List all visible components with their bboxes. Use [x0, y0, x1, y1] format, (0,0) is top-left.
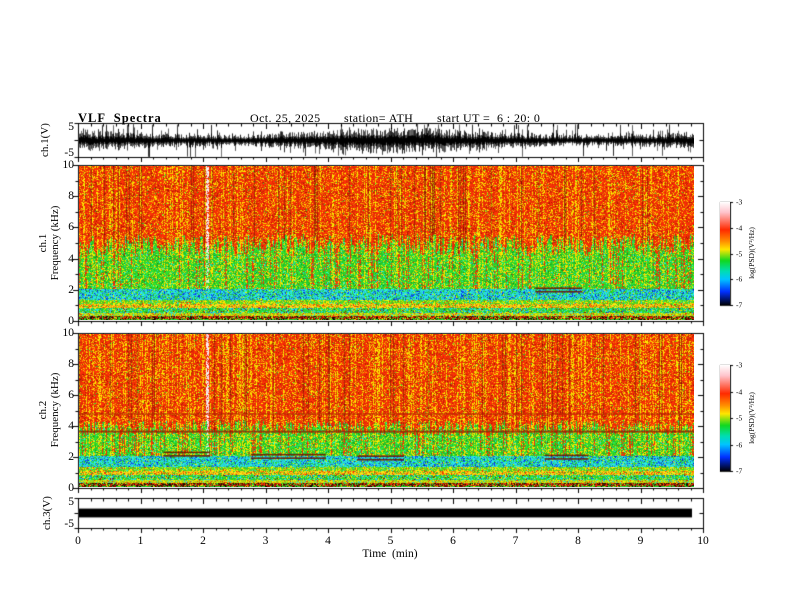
y-tick-label: 8 — [68, 358, 74, 370]
y-tick-label: 10 — [62, 159, 75, 171]
colorbar-tick-label: -5 — [736, 249, 743, 258]
figure-title: VLF Spectra — [78, 111, 162, 125]
y-tick-label: -5 — [64, 147, 74, 159]
y-tick-label: 6 — [68, 221, 74, 234]
colorbar-tick-label: -4 — [736, 223, 743, 233]
y-tick-label: 8 — [68, 190, 74, 203]
ch1-spectrogram-plot — [79, 166, 694, 320]
colorbar-ch1-gradient — [720, 202, 730, 305]
y-tick-label: 0 — [68, 315, 74, 327]
ch2-spectrogram-plot — [79, 334, 694, 487]
station-label: station= ATH — [344, 111, 414, 125]
ch2-frequency-axis-label: Frequency (kHz) — [49, 372, 61, 448]
x-tick-label: 0 — [75, 535, 81, 547]
ch2-channel-label: ch.2 — [37, 400, 49, 420]
x-tick-label: 3 — [262, 535, 269, 547]
ch3-waveform-ylabel-text: ch.3(V) — [41, 496, 53, 530]
x-tick-label: 9 — [637, 535, 644, 547]
y-tick-label: 5 — [68, 496, 74, 508]
y-tick-label: 10 — [62, 327, 75, 339]
colorbar-tick-label: -4 — [736, 387, 743, 396]
ch1-waveform-ylabel: ch.1(V) — [39, 123, 51, 157]
colorbar-tick-label: -6 — [736, 274, 743, 284]
colorbar-ch2-unit-label: log(PSD)(V²/Hz) — [747, 392, 756, 444]
x-axis-label: Time (min) — [362, 548, 418, 560]
colorbar-tick-label: -7 — [736, 466, 743, 476]
y-tick-label: 0 — [68, 482, 74, 494]
x-tick-label: 5 — [387, 535, 394, 547]
ch1-channel-label: ch.1 — [37, 233, 49, 253]
x-tick-label: 1 — [137, 535, 144, 547]
y-tick-label: -5 — [64, 518, 74, 530]
figure-date: Oct. 25, 2025 — [250, 111, 321, 125]
ch3-waveform-plot — [79, 499, 694, 527]
y-tick-label: 4 — [68, 252, 74, 265]
colorbar-ch2-gradient — [720, 365, 730, 471]
ch3-waveform-ylabel: ch.3(V) — [41, 496, 53, 530]
colorbar-tick-label: -3 — [736, 360, 743, 370]
y-tick-label: 6 — [68, 389, 74, 401]
y-tick-label: 2 — [68, 451, 74, 463]
ch1-spectrogram-ylabel: ch.1 Frequency (kHz) — [37, 206, 61, 281]
x-tick-label: 6 — [450, 535, 456, 547]
ch1-waveform-plot — [79, 124, 694, 157]
x-tick-label: 8 — [575, 535, 581, 547]
colorbar-tick-label: -6 — [736, 440, 743, 449]
colorbar-tick-label: -5 — [736, 413, 743, 423]
y-tick-label: 5 — [68, 121, 74, 133]
start-ut-label: start UT = 6 : 20: 0 — [437, 111, 541, 125]
x-tick-label: 2 — [200, 535, 206, 547]
x-tick-label: 7 — [512, 535, 519, 547]
ch2-spectrogram-ylabel: ch.2 Frequency (kHz) — [37, 373, 61, 448]
y-tick-label: 4 — [68, 420, 74, 432]
x-tick-label: 10 — [697, 535, 709, 547]
colorbar-tick-label: -3 — [736, 197, 743, 207]
ch1-frequency-axis-label: Frequency (kHz) — [49, 205, 61, 281]
colorbar-ch1-unit-label: log(PSD)(V²/Hz) — [747, 227, 756, 279]
ch1-waveform-ylabel-text: ch.1(V) — [39, 123, 51, 157]
y-tick-label: 2 — [68, 283, 74, 296]
colorbar-tick-label: -7 — [736, 300, 743, 310]
x-tick-label: 4 — [325, 535, 331, 547]
